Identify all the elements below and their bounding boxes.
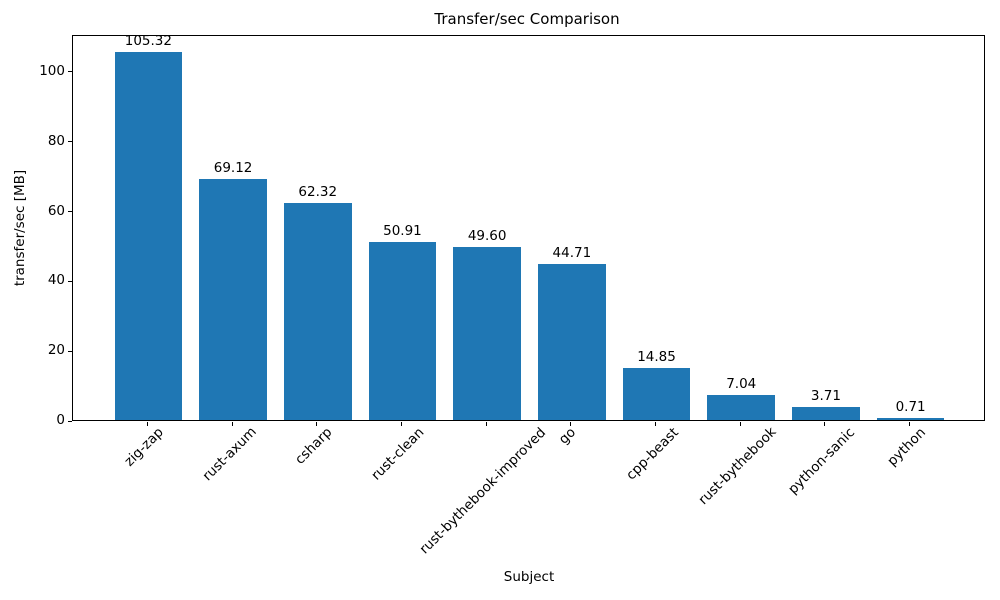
bar [707, 395, 776, 420]
y-tick-mark [68, 280, 72, 282]
y-tick-label: 80 [47, 132, 65, 149]
bar-value-label: 50.91 [383, 223, 422, 240]
x-tick-label: rust-axum [199, 424, 260, 485]
x-tick-mark [655, 422, 657, 426]
y-tick-label: 40 [47, 272, 65, 289]
x-tick-label: rust-clean [368, 424, 428, 484]
x-tick-label: zig-zap [121, 424, 168, 470]
y-tick-mark [68, 211, 72, 213]
bar [622, 368, 691, 420]
x-tick-mark [146, 422, 148, 426]
bar-value-label: 3.71 [810, 388, 841, 405]
x-tick-label: cpp-beast [623, 424, 682, 484]
y-axis-label: transfer/sec [MB] [12, 169, 28, 287]
y-tick-mark [68, 141, 72, 143]
x-tick-mark [739, 422, 741, 426]
bar-value-label: 49.60 [467, 227, 507, 244]
bar-value-label: 14.85 [637, 349, 676, 366]
bar [368, 242, 437, 420]
bar [792, 407, 860, 420]
bar-value-label: 44.71 [552, 244, 592, 261]
y-tick-mark [68, 420, 72, 422]
y-tick-mark [68, 350, 72, 352]
x-tick-mark [231, 422, 233, 426]
bar [876, 417, 945, 420]
y-tick-label: 20 [47, 342, 65, 359]
x-tick-mark [570, 422, 572, 426]
bar [199, 178, 267, 420]
plot-area: 105.32 69.12 62.32 50.91 49.60 44.71 14.85 7.04… [72, 33, 985, 421]
x-tick-label: csharp [292, 424, 336, 468]
y-tick-mark [68, 71, 72, 73]
bar [114, 52, 183, 420]
x-tick-label: python [884, 424, 930, 469]
bar-value-label: 7.04 [726, 376, 757, 393]
x-tick-label: rust-bythebook-improved [416, 424, 550, 558]
bar-value-label: 0.71 [895, 398, 926, 415]
x-tick-mark [824, 422, 826, 426]
bar [283, 202, 352, 420]
x-tick-label: python-sanic [785, 424, 859, 498]
y-tick-label: 0 [56, 412, 65, 428]
y-tick-label: 100 [39, 62, 65, 79]
bar [453, 246, 522, 420]
y-tick-label: 60 [47, 202, 65, 219]
x-tick-mark [316, 422, 318, 426]
bar-value-label: 105.32 [124, 33, 172, 50]
x-tick-label: rust-bythebook [695, 424, 780, 509]
x-tick-mark [909, 422, 911, 426]
x-axis-label: Subject [503, 569, 555, 585]
chart-title: Transfer/sec Comparison [434, 10, 620, 28]
bar-value-label: 62.32 [298, 183, 338, 200]
x-tick-mark [400, 422, 402, 426]
bar-value-label: 69.12 [213, 159, 253, 176]
bar [537, 263, 606, 420]
x-tick-label: go [556, 424, 580, 448]
x-tick-mark [485, 422, 487, 426]
